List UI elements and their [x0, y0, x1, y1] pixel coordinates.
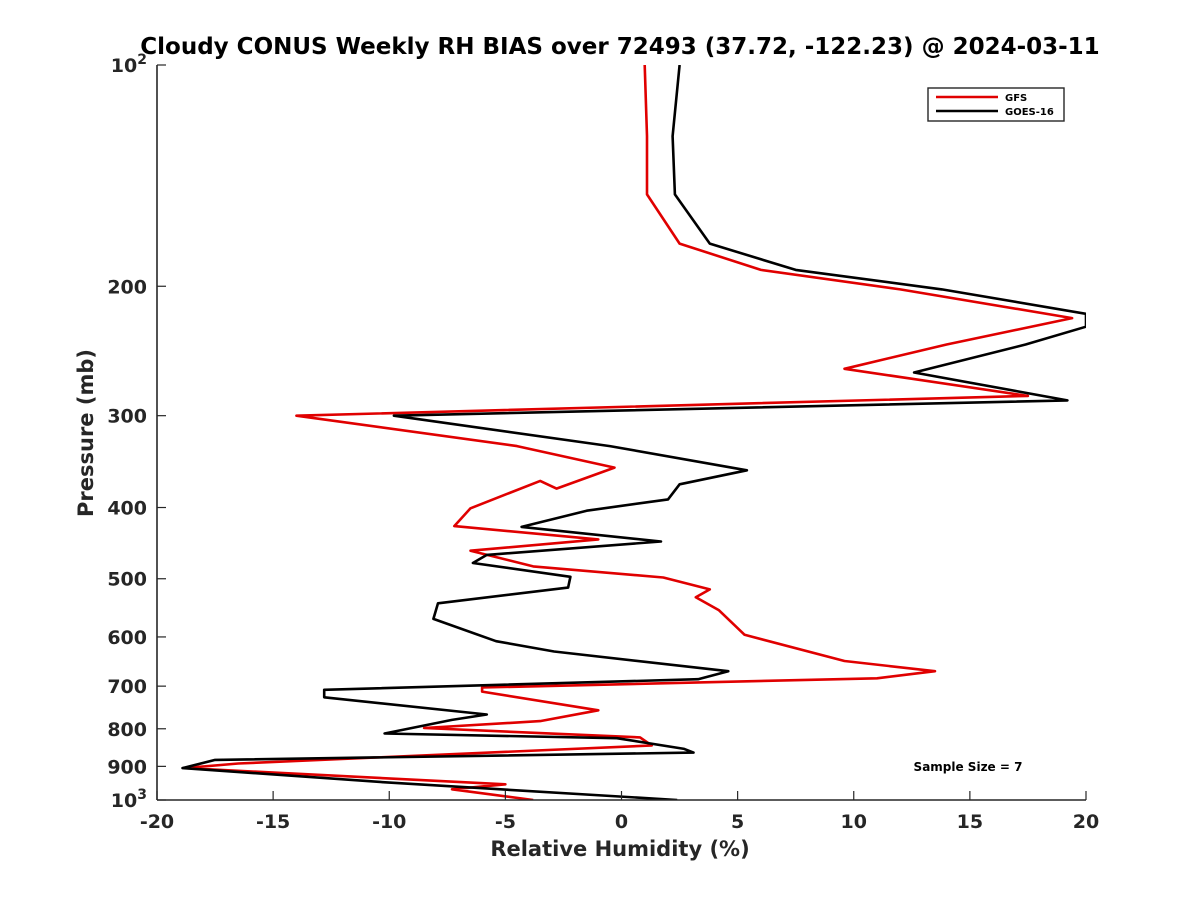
axes-layer: -20 -15 -10 -5 0 5 10 15 20 102 200 300 400 500 600 700…: [107, 52, 1099, 833]
sample-size-annotation: Sample Size = 7: [914, 760, 1023, 774]
x-tick-label: 5: [731, 811, 744, 833]
x-tick-label: 10: [841, 811, 867, 833]
series-line-gfs: [183, 65, 1074, 800]
y-tick-label: 900: [107, 756, 147, 778]
y-axis-label: Pressure (mb): [74, 349, 98, 517]
x-axis-label: Relative Humidity (%): [490, 837, 749, 861]
series-layer: [181, 65, 1086, 800]
y-tick-label: 200: [107, 276, 147, 298]
y-tick-label: 500: [107, 569, 147, 591]
y-tick-label: 800: [107, 719, 147, 741]
y-tick-label: 103: [111, 787, 147, 812]
series-line-goes-16: [181, 65, 1086, 800]
x-tick-label: -15: [256, 811, 290, 833]
chart-title: Cloudy CONUS Weekly RH BIAS over 72493 (…: [140, 34, 1099, 60]
legend-box: [927, 87, 1065, 122]
y-tick-label: 600: [107, 627, 147, 649]
legend-label: GOES-16: [1005, 107, 1054, 118]
x-tick-label: 20: [1073, 811, 1099, 833]
y-tick-label: 400: [107, 498, 147, 520]
x-tick-label: 0: [615, 811, 628, 833]
x-tick-label: -20: [140, 811, 174, 833]
x-tick-label: -5: [495, 811, 516, 833]
legend-label: GFS: [1005, 93, 1027, 104]
legend: GFS GOES-16: [927, 87, 1065, 122]
y-tick-label: 700: [107, 676, 147, 698]
y-tick-label: 300: [107, 406, 147, 428]
x-tick-label: 15: [957, 811, 983, 833]
y-tick-label: 102: [111, 52, 147, 77]
x-tick-label: -10: [372, 811, 406, 833]
